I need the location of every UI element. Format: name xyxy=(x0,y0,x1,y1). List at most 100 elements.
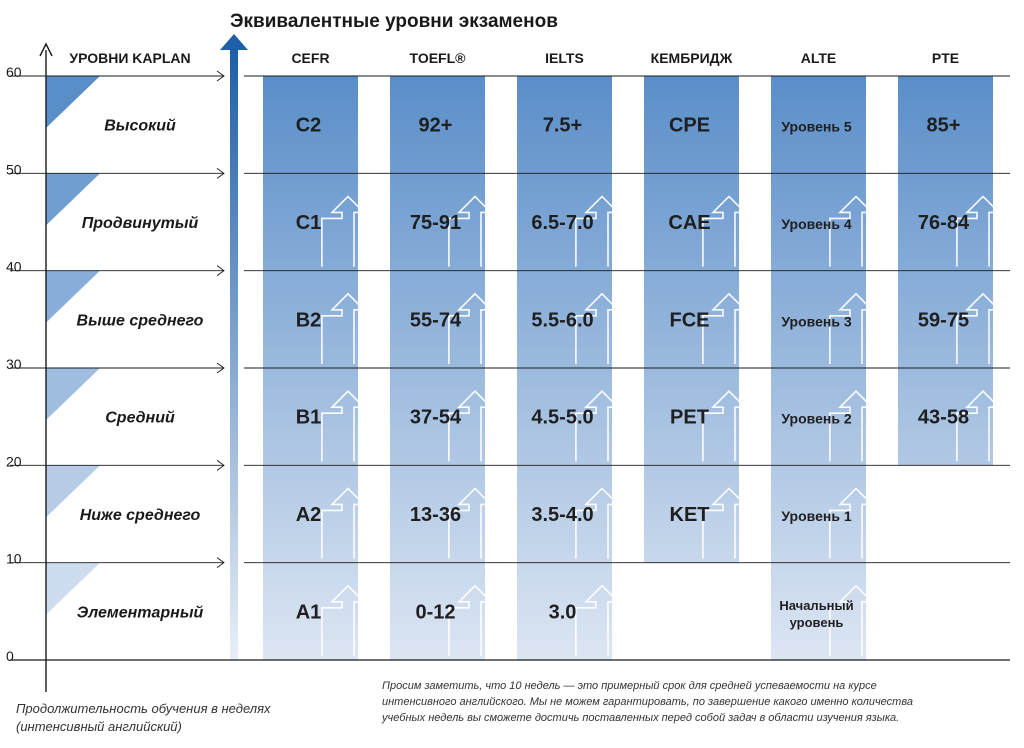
exam-cell-label-0-2: B1 xyxy=(296,407,322,429)
y-tick-label-6: 60 xyxy=(6,64,22,80)
kaplan-level-2: Средний xyxy=(46,368,175,427)
exam-cell-label-0-4: C1 xyxy=(296,212,322,234)
exam-cell-label-1-1: 13-36 xyxy=(410,504,461,526)
step-arrow-4-4 xyxy=(829,195,874,267)
exam-cell-label-0-5: C2 xyxy=(296,115,322,137)
step-arrow-3-2 xyxy=(702,292,747,364)
exam-cell-label-4-3: Уровень 3 xyxy=(781,313,851,329)
step-arrow-3-0 xyxy=(702,487,747,559)
y-grid-arrow-1 xyxy=(216,557,225,569)
kaplan-level-label-5: Высокий xyxy=(104,118,176,135)
note-line-0: Просим заметить, что 10 недель — это при… xyxy=(382,680,877,692)
kaplan-triangle-2 xyxy=(46,368,100,420)
y-grid-arrow-4 xyxy=(216,265,225,277)
step-arrow-2-3 xyxy=(575,292,620,364)
step-arrow-3-3 xyxy=(702,195,747,267)
y-tick-label-5: 50 xyxy=(6,161,22,177)
exam-cell-label-3-4: CPE xyxy=(669,115,710,137)
exam-header-2: IELTS xyxy=(545,50,584,66)
y-tick-label-0: 0 xyxy=(6,648,14,664)
exam-header-3: КЕМБРИДЖ xyxy=(651,50,733,66)
note-line-2: учебных недель вы сможете достичь постав… xyxy=(381,712,899,724)
x-axis-label-line-0: Продолжительность обучения в неделях xyxy=(16,701,271,716)
y-grid-arrow-3 xyxy=(216,362,225,374)
exam-columns: CEFR A1 A2 B1 B2 C1 C2 TOEFL® 0-12 13-36 37-54 55-7… xyxy=(263,50,1001,660)
kaplan-level-label-1: Ниже среднего xyxy=(80,507,201,524)
step-arrow-1-3 xyxy=(448,292,493,364)
progress-arrow-shaft xyxy=(230,50,238,660)
exam-cell-label-0-1: A2 xyxy=(296,504,322,526)
kaplan-level-label-0: Элементарный xyxy=(77,604,204,621)
exam-header-1: TOEFL® xyxy=(410,50,467,66)
exam-cell-label-1-2: 37-54 xyxy=(410,407,462,429)
exam-cell-label-3-2: FCE xyxy=(670,309,710,331)
step-arrow-1-0 xyxy=(448,584,493,656)
note-line-1: интенсивного английского. Мы не можем га… xyxy=(382,696,913,708)
exam-cell-label-1-0: 0-12 xyxy=(415,601,455,623)
exam-cell-label-5-1: 59-75 xyxy=(918,309,969,331)
exam-cell-label-1-5: 92+ xyxy=(419,115,453,137)
progress-arrow xyxy=(220,34,248,660)
exam-cell-label-1-4: 75-91 xyxy=(410,212,461,234)
y-grid-arrow-2 xyxy=(216,459,225,471)
exam-cell-label-4-5: Уровень 5 xyxy=(781,119,851,135)
kaplan-triangle-3 xyxy=(46,270,100,323)
exam-cell-label-2-3: 5.5-6.0 xyxy=(531,309,593,331)
step-arrow-2-1 xyxy=(575,487,620,559)
exam-cell-label-4-2: Уровень 2 xyxy=(781,411,851,427)
exam-column-4: ALTE Начальный уровень Уровень 1 Уровень 2 Ур… xyxy=(771,50,874,660)
kaplan-header: УРОВНИ KAPLAN xyxy=(69,50,190,66)
exam-cell-label-5-2: 76-84 xyxy=(918,212,970,234)
exam-column-3: КЕМБРИДЖ KET PET FCE CAE CPE xyxy=(644,50,747,563)
kaplan-level-1: Ниже среднего xyxy=(46,465,201,524)
kaplan-levels: УРОВНИ KAPLAN Элементарный Ниже среднего Ср… xyxy=(46,50,204,621)
exam-cell-label-4-0: Начальный xyxy=(779,598,853,613)
y-grid-arrow-6 xyxy=(216,70,225,82)
notes: Продолжительность обучения в неделях (инт… xyxy=(16,680,913,734)
chart-title: Эквивалентные уровни экзаменов xyxy=(230,11,558,32)
step-arrow-5-0 xyxy=(956,390,1001,462)
exam-cell-label-4-0: уровень xyxy=(790,615,844,630)
exam-column-5: PTE 43-58 59-75 76-84 85+ xyxy=(898,50,1001,466)
exam-cell-label-5-0: 43-58 xyxy=(918,407,969,429)
step-arrow-5-1 xyxy=(956,292,1001,364)
step-arrow-4-1 xyxy=(829,487,874,559)
y-tick-label-3: 30 xyxy=(6,356,22,372)
step-arrow-0-1 xyxy=(321,487,366,559)
kaplan-level-5: Высокий xyxy=(46,76,176,135)
x-axis-label-line-1: (интенсивный английский) xyxy=(16,719,182,734)
step-arrow-2-4 xyxy=(575,195,620,267)
exam-cell-label-1-3: 55-74 xyxy=(410,309,462,331)
kaplan-triangle-0 xyxy=(46,562,100,615)
step-arrow-4-0 xyxy=(829,584,874,656)
step-arrow-0-3 xyxy=(321,292,366,364)
kaplan-level-3: Выше среднего xyxy=(46,270,204,329)
exam-cell-label-2-0: 3.0 xyxy=(549,601,577,623)
exam-cell-label-4-4: Уровень 4 xyxy=(781,216,851,232)
y-axis: 0 10 20 30 40 50 60 xyxy=(6,34,1010,692)
step-arrow-4-3 xyxy=(829,292,874,364)
kaplan-level-label-4: Продвинутый xyxy=(82,215,199,232)
exam-cell-label-0-3: B2 xyxy=(296,309,322,331)
exam-cell-label-3-3: CAE xyxy=(668,212,710,234)
step-arrow-0-2 xyxy=(321,390,366,462)
y-tick-label-2: 20 xyxy=(6,453,22,469)
step-arrow-3-1 xyxy=(702,390,747,462)
y-tick-label-1: 10 xyxy=(6,551,22,567)
y-grid-arrow-5 xyxy=(216,167,225,179)
step-arrow-1-1 xyxy=(448,487,493,559)
kaplan-triangle-4 xyxy=(46,173,100,226)
kaplan-level-label-3: Выше среднего xyxy=(77,312,204,329)
exam-cell-label-3-0: KET xyxy=(670,504,710,526)
step-arrow-1-2 xyxy=(448,390,493,462)
exam-cell-label-3-1: PET xyxy=(670,407,709,429)
step-arrow-0-4 xyxy=(321,195,366,267)
exam-cell-label-2-5: 7.5+ xyxy=(543,115,582,137)
exam-header-0: CEFR xyxy=(291,50,329,66)
step-arrow-1-4 xyxy=(448,195,493,267)
step-arrow-2-2 xyxy=(575,390,620,462)
kaplan-level-4: Продвинутый xyxy=(46,173,199,232)
exam-cell-label-2-1: 3.5-4.0 xyxy=(531,504,593,526)
exam-column-0: CEFR A1 A2 B1 B2 C1 C2 xyxy=(263,50,366,660)
